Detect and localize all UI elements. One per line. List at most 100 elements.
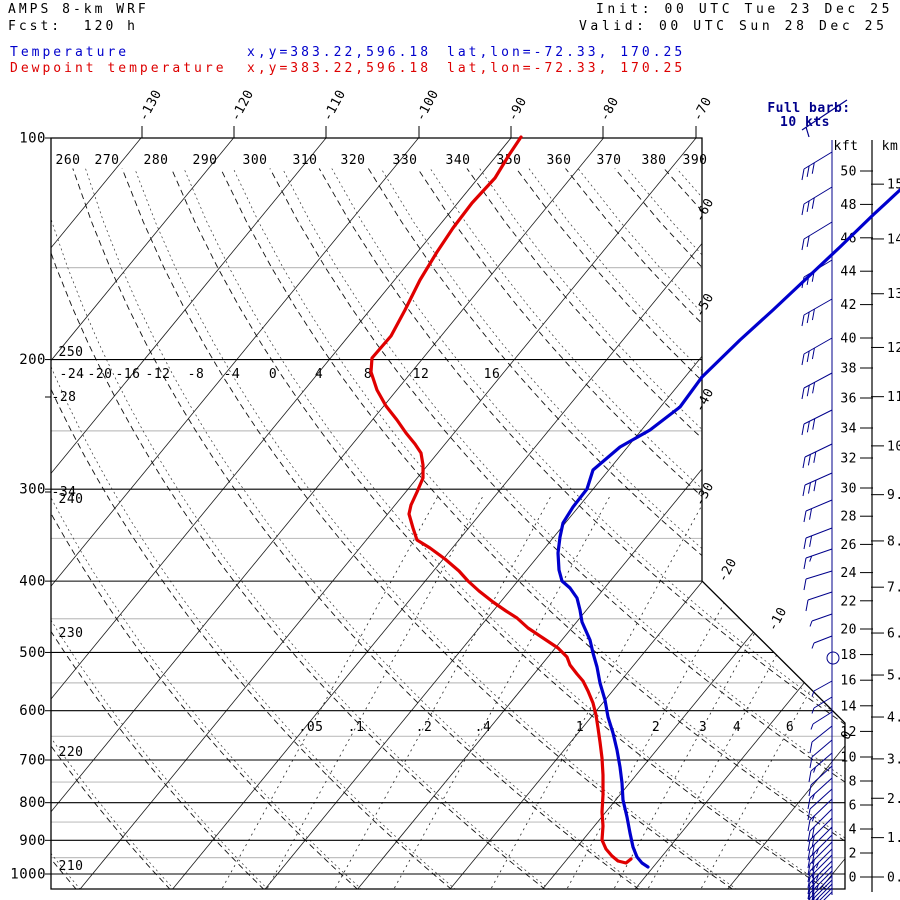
isotherm-top-label: -90 — [505, 95, 530, 124]
wind-barb-icon — [815, 883, 833, 900]
mixing-ratio-line — [394, 494, 611, 889]
kft-tick-label: 4 — [849, 823, 857, 838]
isotherm-line — [727, 138, 845, 889]
temp-row-label: 8 — [364, 367, 372, 382]
isotherm-line — [542, 138, 845, 889]
temp-row-label: -24 — [60, 367, 85, 382]
temp-row-label: -4 — [224, 367, 241, 382]
isotherm-top-label: -110 — [320, 87, 349, 123]
wind-barb-icon — [823, 891, 833, 900]
pressure-axis-label: 600 — [19, 703, 46, 719]
kft-tick-label: 12 — [840, 725, 857, 740]
theta-left-label: 250 — [59, 345, 84, 360]
km-tick-label: 14. — [887, 232, 900, 247]
isotherm-line — [51, 138, 234, 889]
moist-adiabat-line — [479, 168, 845, 889]
dry-adiabat-line — [51, 168, 77, 889]
barb-legend: Full barb:10 kts — [767, 99, 850, 138]
kft-tick-label: 18 — [840, 648, 857, 663]
moist-adiabat-line — [51, 168, 363, 889]
isotherm-top-label: -100 — [413, 87, 442, 123]
kft-tick-label: 40 — [840, 332, 857, 347]
moist-adiabat-line — [85, 168, 644, 889]
isotherm-line — [51, 138, 142, 889]
init-time: Init: 00 UTC Tue 23 Dec 25 — [596, 2, 894, 17]
left-isotherm-label: -34 — [52, 485, 77, 500]
kft-tick-label: 14 — [840, 699, 857, 714]
forecast-hour: Fcst: 120 h — [8, 19, 138, 34]
isotherm-line — [357, 138, 845, 889]
barb-legend-sample-barb — [805, 126, 810, 138]
mixing-ratio-label: .05 — [299, 720, 324, 735]
wind-barb-icon — [819, 887, 833, 900]
kft-tick-label: 2 — [849, 847, 857, 862]
isotherm-line — [79, 138, 697, 889]
isotherm-right-label: -60 — [692, 196, 717, 225]
kft-tick-label: 6 — [849, 799, 857, 814]
theta-top-label: 370 — [597, 153, 622, 168]
wind-barb-icon — [802, 443, 833, 469]
km-tick-label: 5. — [887, 669, 900, 684]
moist-adiabat-line — [51, 168, 269, 889]
km-tick-label: 2. — [887, 792, 900, 807]
theta-top-label: 390 — [683, 153, 708, 168]
theta-top-label: 320 — [341, 153, 366, 168]
wind-barb-icon — [803, 570, 833, 591]
mixing-ratio-line — [267, 494, 484, 889]
moist-adiabat-line — [134, 168, 738, 889]
pressure-axis-label: 300 — [19, 482, 46, 498]
wind-barb-icon — [809, 739, 833, 769]
isotherm-line — [449, 138, 845, 889]
plot-border — [50, 137, 846, 890]
kft-tick-label: 36 — [840, 392, 857, 407]
wind-barb-icon — [808, 765, 833, 797]
moist-adiabat-line — [331, 168, 845, 889]
barb-legend-sample-staff — [801, 99, 848, 131]
wind-barb-icon — [811, 680, 833, 697]
moist-adiabat-line — [380, 168, 845, 889]
wind-barb-icon — [807, 788, 833, 821]
moist-adiabat-line — [430, 168, 845, 889]
moist-adiabat-line — [774, 168, 845, 889]
km-tick-label: 8. — [887, 534, 900, 549]
wind-barb-icon — [803, 527, 833, 550]
dry-adiabat-line — [51, 168, 546, 889]
kft-tick-label: 32 — [840, 452, 857, 467]
dry-adiabat-line — [220, 168, 845, 889]
mixing-ratio-label: 2 — [652, 720, 660, 735]
km-tick-label: 7. — [887, 581, 900, 596]
km-tick-label: 3. — [887, 752, 900, 767]
pressure-axis-label: 800 — [19, 795, 46, 811]
dry-adiabat-line — [121, 168, 734, 889]
theta-left-label: 210 — [59, 859, 84, 874]
wind-barb-icon — [801, 259, 833, 289]
wind-barb-icon — [811, 635, 833, 649]
km-tick-label: 9. — [887, 488, 900, 503]
kft-tick-label: 42 — [840, 298, 857, 313]
kft-tick-label: 30 — [840, 482, 857, 497]
moist-adiabat-line — [51, 168, 456, 889]
dewpoint-curve — [369, 135, 633, 865]
valid-time: Valid: 00 UTC Sun 28 Dec 25 — [579, 19, 888, 34]
wind-barb-icon — [811, 696, 833, 714]
isotherm-top-label: -120 — [228, 87, 257, 123]
wind-barb-icon — [809, 725, 833, 754]
wind-barb-icon — [801, 221, 833, 251]
wind-barb-icon — [807, 848, 833, 883]
legend-temperature-xy: x,y=383.22,596.18 — [247, 45, 432, 60]
kft-tick-label: 24 — [840, 566, 857, 581]
isotherm-top-label: -130 — [136, 87, 165, 123]
theta-top-label: 290 — [193, 153, 218, 168]
dry-adiabat-line — [72, 168, 640, 889]
wind-barb-icon — [801, 186, 833, 216]
legend-dewpoint-xy: x,y=383.22,596.18 — [247, 61, 432, 76]
km-tick-label: 0. — [887, 871, 900, 886]
km-axis-title: km — [882, 139, 899, 154]
isotherm-top-label: -80 — [597, 95, 622, 124]
isotherm-right-label: -30 — [692, 480, 717, 509]
pressure-axis-label: 400 — [19, 574, 46, 590]
isotherm-right-label: -50 — [692, 291, 717, 320]
kft-tick-label: 22 — [840, 594, 857, 609]
height-axis: 0246810121416182022242628303234363840424… — [834, 139, 900, 892]
